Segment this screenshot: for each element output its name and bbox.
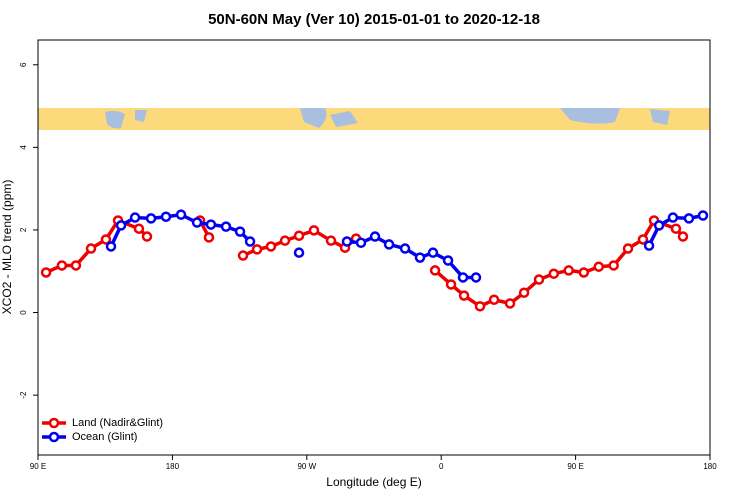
- legend-marker: [48, 431, 60, 443]
- data-point: [205, 219, 217, 230]
- data-point: [145, 213, 157, 224]
- x-tick-label: 180: [703, 462, 717, 471]
- data-point: [399, 243, 411, 254]
- legend-marker: [48, 417, 60, 429]
- x-tick-label: 90 W: [297, 462, 316, 471]
- data-point: [129, 212, 141, 223]
- data-point: [518, 287, 530, 298]
- data-point: [265, 241, 277, 252]
- plot-frame: [37, 39, 711, 456]
- data-point: [325, 235, 337, 246]
- data-point: [608, 260, 619, 271]
- data-point: [293, 247, 305, 258]
- data-point: [643, 240, 655, 251]
- data-point: [442, 255, 454, 266]
- data-point: [653, 220, 665, 231]
- data-point: [474, 301, 486, 312]
- data-point: [578, 267, 590, 278]
- data-point: [369, 231, 381, 242]
- data-point: [457, 272, 469, 283]
- legend-label: Ocean (Glint): [72, 431, 137, 443]
- data-point: [683, 213, 695, 224]
- data-point: [234, 226, 246, 237]
- legend-label: Land (Nadir&Glint): [72, 417, 163, 429]
- data-point: [593, 261, 604, 272]
- data-point: [548, 268, 560, 279]
- x-tick-label: 90 E: [30, 462, 46, 471]
- data-point: [488, 294, 500, 305]
- data-point: [56, 260, 68, 271]
- data-point: [308, 225, 320, 236]
- data-point: [383, 239, 395, 250]
- data-point: [160, 211, 172, 222]
- data-point: [191, 217, 203, 228]
- chart-title: 50N-60N May (Ver 10) 2015-01-01 to 2020-…: [208, 11, 540, 28]
- data-point: [115, 220, 127, 231]
- data-point: [105, 241, 117, 252]
- data-point: [220, 221, 232, 232]
- data-point: [40, 267, 52, 278]
- map-strip: [38, 108, 710, 130]
- y-axis-label: XCO2 - MLO trend (ppm): [0, 180, 14, 315]
- series-line: [45, 218, 685, 309]
- data-point: [203, 232, 215, 243]
- data-point: [677, 231, 689, 242]
- data-point: [414, 252, 426, 263]
- x-tick-label: 0: [439, 462, 444, 471]
- x-tick-label: 180: [166, 462, 180, 471]
- data-point: [667, 212, 679, 223]
- data-point: [175, 209, 187, 220]
- data-point: [445, 279, 457, 290]
- data-point: [670, 223, 682, 234]
- data-point: [697, 210, 709, 221]
- y-tick-label: -2: [19, 391, 28, 399]
- data-point: [563, 265, 574, 276]
- y-tick-label: 4: [19, 145, 28, 150]
- y-tick-label: 0: [19, 310, 28, 315]
- data-point: [504, 298, 516, 309]
- data-point: [458, 290, 470, 301]
- data-point: [470, 272, 482, 283]
- data-point: [70, 260, 82, 271]
- y-tick-label: 6: [19, 62, 28, 67]
- data-point: [244, 236, 256, 247]
- data-point: [622, 243, 634, 254]
- x-tick-label: 90 E: [567, 462, 583, 471]
- data-point: [293, 230, 305, 241]
- x-axis-label: Longitude (deg E): [326, 475, 421, 489]
- data-point: [251, 244, 263, 255]
- data-point: [533, 274, 545, 285]
- data-point: [100, 234, 112, 245]
- data-point: [637, 234, 649, 245]
- data-point: [141, 231, 153, 242]
- data-point: [427, 247, 439, 258]
- data-point: [237, 250, 249, 261]
- data-point: [429, 265, 441, 276]
- y-tick-label: 2: [19, 227, 28, 232]
- data-point: [85, 243, 97, 254]
- data-point: [341, 236, 353, 247]
- data-point: [355, 237, 367, 249]
- data-point: [133, 223, 145, 234]
- data-point: [279, 235, 291, 246]
